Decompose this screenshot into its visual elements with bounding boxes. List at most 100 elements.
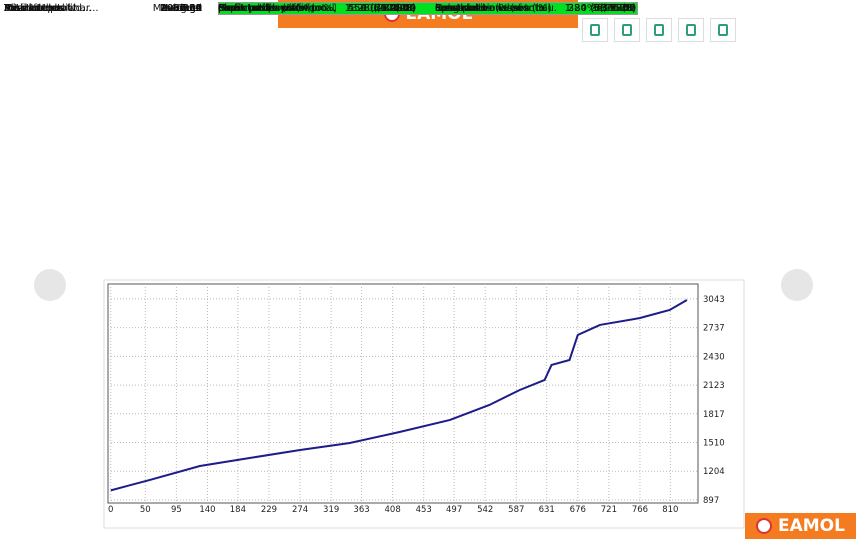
table-cell: consecutive wins	[218, 3, 304, 14]
table-cell: Largest	[164, 3, 202, 14]
table-cell: Absolute drawd...	[4, 3, 92, 14]
table-cell: 2031.39	[160, 3, 202, 14]
tool-button[interactable]	[614, 18, 640, 42]
table-cell: Maximal drawdown	[218, 3, 316, 14]
table-cell: 1000.00	[160, 3, 202, 14]
tool-button[interactable]	[582, 18, 608, 42]
table-cell: 49150	[170, 3, 202, 14]
table-cell: Total net profit	[4, 3, 77, 14]
x-tick-label: 721	[601, 505, 617, 515]
plot-area	[107, 283, 699, 504]
x-tick-label: 140	[199, 505, 215, 515]
legend-separator: /	[148, 284, 151, 294]
x-tick-label: 0	[108, 505, 113, 515]
table-cell: 28 (230.40)	[357, 3, 416, 14]
annotation: 99,9% 2014-2015 Fix Lot	[160, 318, 425, 340]
table-cell: -1.50	[610, 3, 636, 14]
x-tick-label: 676	[570, 505, 586, 515]
table-cell: Relative drawdown	[435, 3, 531, 14]
table-cell: Maximal	[159, 3, 202, 14]
next-arrow[interactable]	[781, 269, 813, 301]
table-cell: 1.40	[179, 3, 202, 14]
y-tick-label: 2123	[703, 381, 725, 391]
x-tick-label: 229	[261, 505, 277, 515]
tool-button[interactable]	[710, 18, 736, 42]
chart-subtitle: / Every tick (the most precise method ba…	[183, 284, 651, 294]
table-cell: Maximum	[152, 3, 202, 14]
table-cell: Gross profit	[218, 3, 276, 14]
table-cell: profit trade	[218, 3, 275, 14]
table-cell: Short positions (won %)	[218, 3, 336, 14]
x-tick-label: 319	[323, 505, 339, 515]
chart-legend: Balance / Equity / Every tick (the most …	[111, 284, 651, 294]
balance-line	[110, 299, 688, 492]
table-cell: 2	[629, 3, 636, 14]
table-cell: Bars in test	[4, 3, 61, 14]
table-cell: 5 (-6.70)	[592, 3, 636, 14]
table-cell: 450 (66.00%)	[347, 3, 416, 14]
y-tick-label: 897	[703, 496, 719, 506]
quality-bar	[218, 2, 638, 15]
table-cell: 230.40 (28)	[357, 3, 416, 14]
logo-text: EAMOL	[778, 516, 845, 536]
table-cell: Profit trades (% of total)	[218, 3, 336, 14]
table-cell: consecutive wins (pro...	[218, 3, 336, 14]
table-cell: consecutive losses	[435, 3, 529, 14]
x-tick-label: 497	[446, 505, 462, 515]
table-cell: Long positions (won %)	[435, 3, 552, 14]
table-cell: Average	[160, 3, 202, 14]
table-cell: 2337.00	[374, 3, 416, 14]
table-cell: Mismatched char...	[4, 3, 99, 14]
table-cell: consecutive losses (cou...	[435, 3, 556, 14]
table-cell: loss trade	[435, 3, 485, 14]
y-tick-label: 1510	[703, 439, 725, 449]
table-cell: -6.70 (5)	[592, 3, 636, 14]
table-cell: -305.61	[597, 3, 636, 14]
x-tick-label: 542	[477, 505, 493, 515]
x-tick-label: 810	[662, 505, 678, 515]
table-cell: 834	[182, 3, 202, 14]
x-tick-label: 95	[171, 505, 182, 515]
table-cell: Profit factor	[4, 3, 63, 14]
y-tick-label: 3043	[703, 295, 725, 305]
y-tick-label: 1817	[703, 410, 725, 420]
table-cell: Expected payoff	[218, 3, 300, 14]
table-cell: consecutive profit (co...	[218, 3, 336, 14]
x-tick-label: 408	[385, 505, 401, 515]
table-cell: 280 (33.57%)	[567, 3, 636, 14]
table-cell: Total trades	[4, 3, 63, 14]
table-cell: 554 (66.43%)	[347, 3, 416, 14]
table-cell: profit trade	[218, 3, 275, 14]
chart-frame	[103, 279, 745, 529]
prev-arrow[interactable]	[34, 269, 66, 301]
table-cell: 4.22	[393, 3, 416, 14]
x-tick-label: 184	[230, 505, 246, 515]
y-tick-label: 2737	[703, 324, 725, 334]
x-tick-label: 631	[539, 505, 555, 515]
legend-balance: Balance	[111, 284, 145, 294]
tool-button[interactable]	[646, 18, 672, 42]
table-cell: 13.80 (1.20%)	[344, 3, 416, 14]
table-cell: 5	[629, 3, 636, 14]
table-cell: Gross loss	[435, 3, 486, 14]
tool-button[interactable]	[678, 18, 704, 42]
table-cell: -1.09	[610, 3, 636, 14]
x-tick-label: 274	[292, 505, 308, 515]
table-cell: 2.44	[393, 3, 416, 14]
table-cell: Average	[160, 3, 202, 14]
table-cell: Loss trades (% of total)	[435, 3, 552, 14]
table-cell: 126.70	[381, 3, 416, 14]
table-cell: loss trade	[435, 3, 485, 14]
table-cell: 1.20% (13.80)	[564, 3, 636, 14]
table-cell: 0	[195, 3, 202, 14]
table-cell: Initial deposit	[4, 3, 72, 14]
table-cell: 7.65	[179, 3, 202, 14]
x-tick-label: 50	[140, 505, 151, 515]
x-tick-label: 453	[416, 505, 432, 515]
legend-equity: Equity	[153, 284, 180, 294]
table-cell: Spread	[435, 3, 471, 14]
x-tick-label: 766	[632, 505, 648, 515]
y-tick-label: 2430	[703, 352, 725, 362]
